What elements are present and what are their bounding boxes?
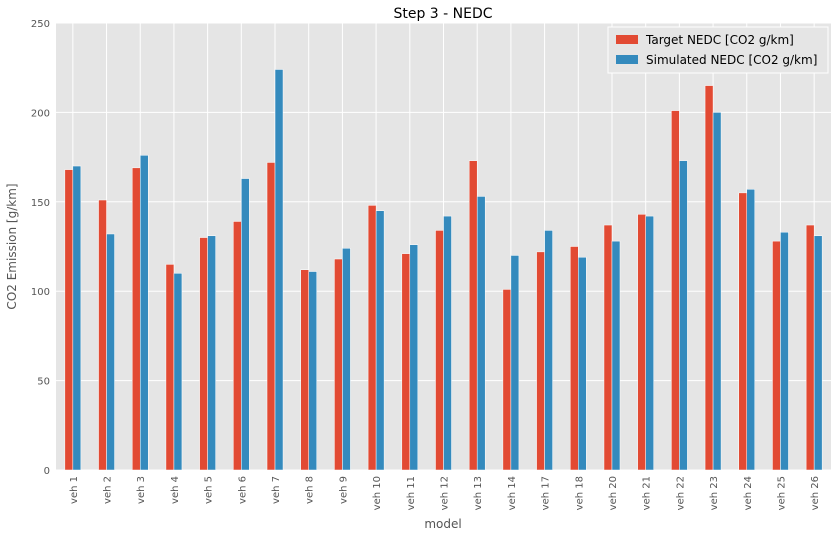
x-ticks: veh 1 veh 2 veh 3 veh 4 veh 5 veh 6 veh 7 veh 8…	[69, 476, 821, 510]
bar-target	[165, 264, 175, 471]
x-tick-label: veh 13	[473, 476, 484, 510]
legend-label-target: Target NEDC [CO2 g/km]	[645, 33, 794, 47]
bar-simulated	[712, 112, 722, 471]
bar-simulated	[139, 155, 149, 471]
x-tick-label: veh 11	[406, 476, 417, 510]
y-axis-label: CO2 Emission [g/km]	[5, 183, 19, 309]
x-tick-label: veh 20	[608, 476, 619, 510]
bar-target	[570, 246, 579, 471]
bar-target	[536, 251, 545, 471]
bar-simulated	[780, 231, 789, 471]
bar-simulated	[409, 244, 419, 471]
bar-simulated	[611, 240, 621, 471]
bar-simulated	[578, 256, 587, 471]
legend-label-simulated: Simulated NEDC [CO2 g/km]	[646, 53, 817, 67]
legend: Target NEDC [CO2 g/km] Simulated NEDC [C…	[607, 26, 829, 74]
x-tick-label: veh 3	[136, 476, 147, 504]
bar-target	[704, 85, 714, 471]
x-tick-label: veh 9	[338, 476, 349, 504]
bar-simulated	[375, 210, 385, 471]
bar-simulated	[308, 271, 317, 471]
bar-simulated	[173, 273, 183, 471]
x-tick-label: veh 24	[743, 476, 754, 510]
bar-target	[401, 253, 411, 471]
bar-target	[468, 160, 478, 471]
x-tick-label: veh 5	[204, 476, 215, 504]
bar-simulated	[274, 69, 284, 471]
legend-swatch-target	[616, 35, 638, 44]
x-tick-label: veh 12	[440, 476, 451, 510]
y-tick-label: 100	[31, 287, 50, 298]
bar-simulated	[443, 215, 452, 471]
bar-target	[805, 224, 815, 471]
bar-simulated	[207, 235, 216, 471]
bar-target	[334, 258, 343, 471]
bar-simulated	[510, 255, 520, 471]
x-tick-label: veh 10	[372, 476, 383, 510]
bars	[64, 69, 823, 471]
y-tick-label: 150	[31, 198, 50, 209]
y-tick-label: 200	[31, 108, 50, 119]
y-tick-label: 50	[37, 377, 50, 388]
chart-title: Step 3 - NEDC	[393, 6, 492, 22]
bar-target	[637, 214, 646, 471]
x-tick-label: veh 14	[507, 476, 518, 510]
x-tick-label: veh 4	[170, 476, 181, 504]
x-tick-label: veh 6	[237, 476, 248, 504]
x-tick-label: veh 26	[810, 476, 821, 510]
legend-box	[607, 26, 829, 74]
bar-target	[738, 192, 748, 471]
bar-simulated	[645, 215, 654, 471]
x-tick-label: veh 17	[541, 476, 552, 510]
bar-target	[98, 199, 107, 471]
bar-simulated	[746, 189, 756, 471]
bar-target	[199, 237, 208, 471]
bar-target	[266, 162, 276, 471]
x-tick-label: veh 8	[305, 476, 316, 504]
x-axis-label: model	[424, 517, 461, 531]
x-tick-label: veh 7	[271, 476, 282, 504]
y-tick-label: 250	[31, 19, 50, 30]
x-tick-label: veh 23	[709, 476, 720, 510]
bar-target	[233, 221, 242, 471]
bar-target	[603, 224, 613, 471]
bar-simulated	[106, 233, 115, 471]
x-tick-label: veh 25	[776, 476, 787, 510]
legend-swatch-simulated	[616, 55, 638, 64]
bar-target	[64, 169, 74, 471]
bar-simulated	[342, 248, 351, 471]
bar-simulated	[544, 230, 553, 471]
y-ticks: 0 50 100 150 200 250	[31, 19, 50, 477]
bar-target	[502, 289, 512, 471]
x-tick-label: veh 18	[574, 476, 585, 510]
bar-simulated	[813, 235, 823, 471]
bar-target	[435, 230, 444, 471]
bar-target	[131, 167, 141, 471]
x-tick-label: veh 2	[103, 476, 114, 504]
x-tick-label: veh 21	[642, 476, 653, 510]
x-tick-label: veh 1	[69, 476, 80, 504]
bar-target	[671, 110, 680, 471]
bar-target	[772, 240, 781, 471]
x-tick-label: veh 22	[675, 476, 686, 510]
bar-simulated	[72, 165, 82, 471]
bar-target	[367, 205, 377, 471]
bar-target	[300, 269, 309, 471]
bar-simulated	[679, 160, 688, 471]
y-tick-label: 0	[44, 466, 50, 477]
bar-simulated	[476, 196, 486, 471]
bar-simulated	[241, 178, 250, 471]
